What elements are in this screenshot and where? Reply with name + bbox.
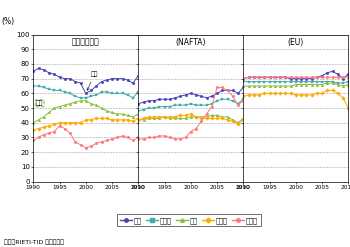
Text: 素材: 素材 <box>87 71 98 90</box>
Text: (NAFTA): (NAFTA) <box>175 38 206 46</box>
Text: 部品: 部品 <box>36 101 43 106</box>
Text: (%): (%) <box>2 17 15 26</box>
Legend: 素材, 加工品, 部品, 資本財, 消費財: 素材, 加工品, 部品, 資本財, 消費財 <box>117 214 261 226</box>
Text: （東アジア）: （東アジア） <box>72 38 100 46</box>
Text: 資料：RIETI-TID から作成。: 資料：RIETI-TID から作成。 <box>4 239 63 245</box>
Text: （年）: （年） <box>349 208 350 214</box>
Text: (EU): (EU) <box>288 38 304 46</box>
